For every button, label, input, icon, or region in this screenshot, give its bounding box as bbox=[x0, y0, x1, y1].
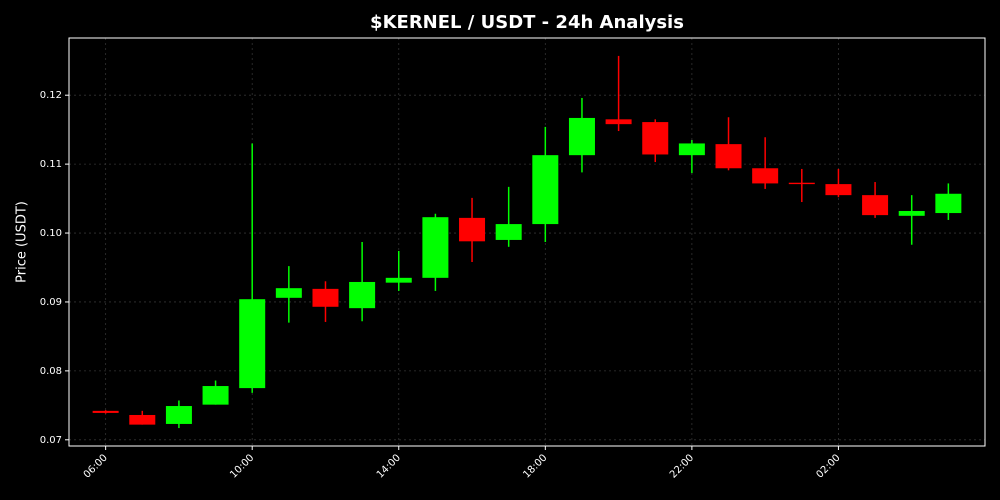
candle-body bbox=[752, 168, 779, 184]
candle-body bbox=[532, 155, 559, 225]
candle-body bbox=[898, 210, 925, 216]
candle-body bbox=[678, 143, 705, 156]
candle-body bbox=[642, 122, 669, 155]
candle-body bbox=[568, 117, 595, 156]
candle-body bbox=[165, 406, 192, 424]
candle-body bbox=[788, 182, 815, 185]
x-tick-label: 14:00 bbox=[375, 452, 403, 480]
candle-body bbox=[312, 288, 339, 307]
x-tick-label: 06:00 bbox=[82, 452, 110, 480]
x-tick-label: 22:00 bbox=[668, 452, 696, 480]
candle-body bbox=[349, 281, 376, 309]
y-tick-label: 0.09 bbox=[40, 297, 62, 308]
candle-body bbox=[92, 410, 119, 413]
candle-body bbox=[385, 277, 412, 283]
candle-body bbox=[129, 414, 156, 425]
x-tick-label: 18:00 bbox=[521, 452, 549, 480]
x-tick-label: 10:00 bbox=[228, 452, 256, 480]
y-axis-label: Price (USDT) bbox=[15, 201, 30, 283]
y-tick-label: 0.11 bbox=[40, 159, 62, 170]
candle-body bbox=[862, 195, 889, 216]
candle-body bbox=[495, 224, 522, 240]
candle-body bbox=[422, 217, 449, 278]
candle-body bbox=[202, 386, 229, 405]
plot-frame bbox=[68, 37, 986, 447]
y-tick-label: 0.08 bbox=[40, 366, 62, 377]
candle-body bbox=[275, 288, 302, 298]
candle-body bbox=[825, 184, 852, 196]
chart-title: $KERNEL / USDT - 24h Analysis bbox=[370, 12, 684, 33]
candle-body bbox=[459, 217, 486, 242]
candle-body bbox=[715, 144, 742, 169]
x-tick-label: 02:00 bbox=[815, 452, 843, 480]
candle-body bbox=[239, 299, 266, 389]
candle-body bbox=[605, 119, 632, 125]
y-tick-label: 0.12 bbox=[40, 90, 62, 101]
candle-body bbox=[935, 193, 962, 214]
y-tick-label: 0.07 bbox=[40, 435, 62, 446]
y-tick-label: 0.10 bbox=[40, 228, 62, 239]
